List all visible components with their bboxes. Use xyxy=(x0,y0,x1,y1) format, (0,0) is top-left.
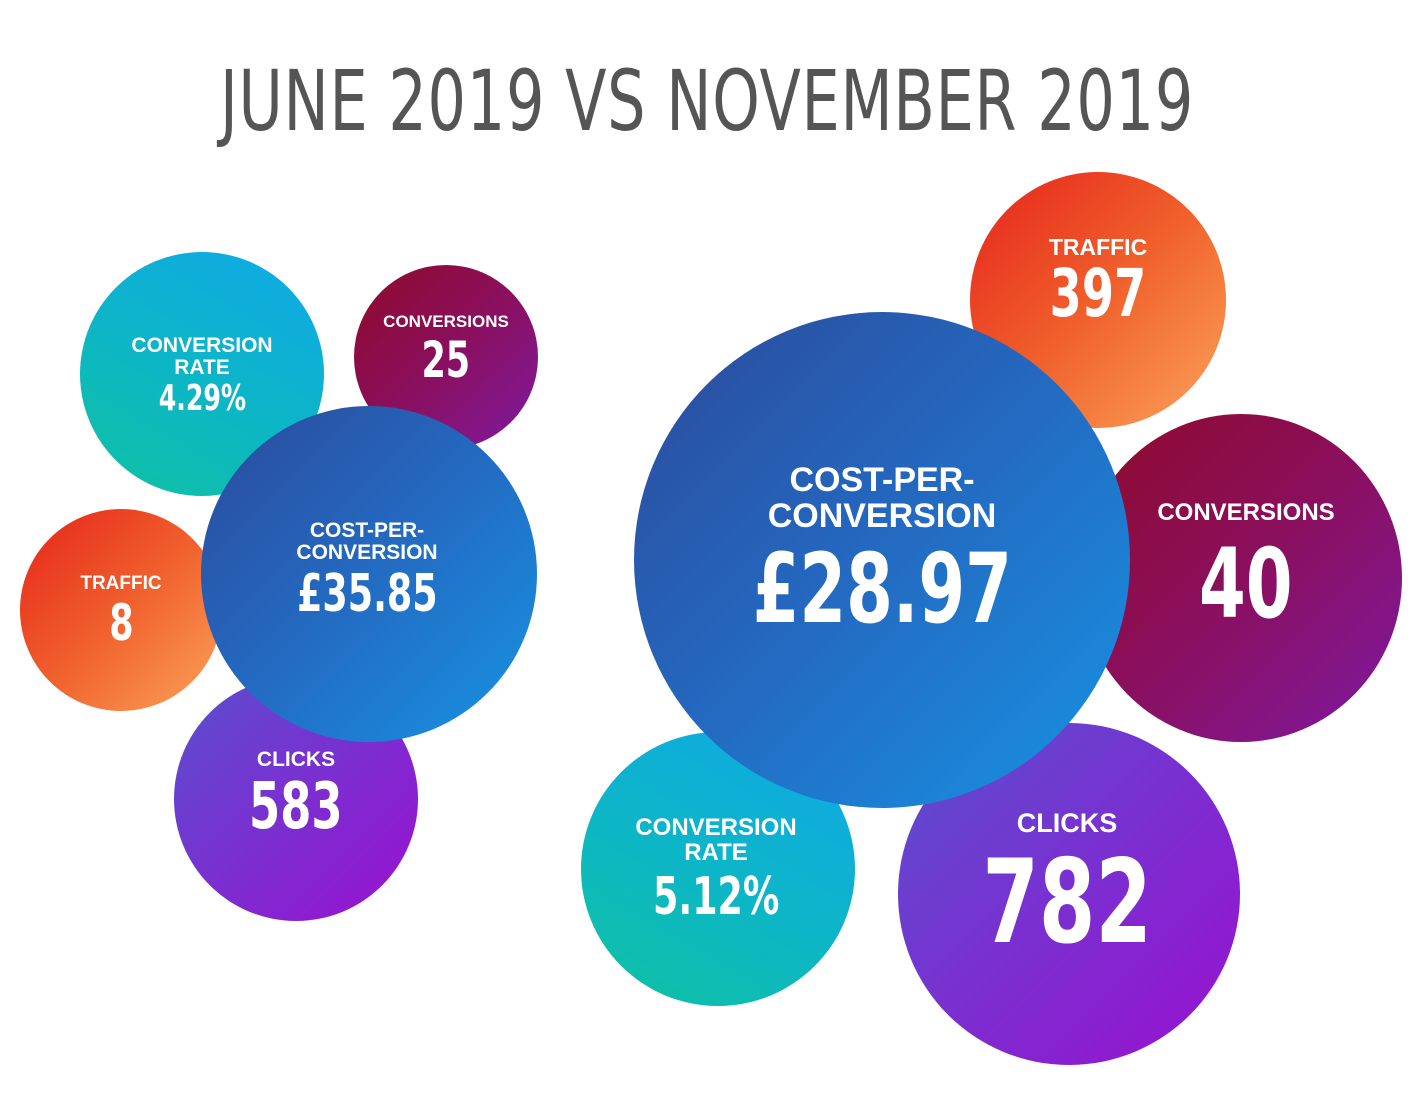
page-title: JUNE 2019 VS NOVEMBER 2019 xyxy=(219,52,1195,150)
june-conversions-value: 25 xyxy=(421,330,471,389)
june-cpc-label-line1: COST-PER- xyxy=(309,518,425,542)
june-traffic-bubble: TRAFFIC 8 xyxy=(20,509,222,711)
november-clicks-value: 782 xyxy=(982,835,1152,971)
november-conversions-label: CONVERSIONS xyxy=(1157,499,1335,527)
november-cpc-value: £28.97 xyxy=(752,532,1012,645)
june-traffic-value: 8 xyxy=(108,593,134,652)
june-cost-per-conversion-bubble: COST-PER- CONVERSION £35.85 xyxy=(201,406,537,742)
november-conversions-value: 40 xyxy=(1199,527,1293,640)
november-clicks-label: CLICKS xyxy=(1016,807,1118,838)
november-conversions-bubble: CONVERSIONS 40 xyxy=(1080,414,1402,742)
november-conversion-rate-label-line2: RATE xyxy=(684,839,748,866)
june-clicks-label: CLICKS xyxy=(256,747,336,771)
june-clicks-value: 583 xyxy=(249,770,343,845)
november-traffic-label: TRAFFIC xyxy=(1048,233,1148,260)
june-conversion-rate-bubble: CONVERSION RATE 4.29% xyxy=(80,252,324,496)
november-conversion-rate-label-line1: CONVERSION xyxy=(635,813,797,841)
november-cost-per-conversion-bubble: COST-PER- CONVERSION £28.97 xyxy=(634,312,1130,808)
november-conversion-rate-value: 5.12% xyxy=(652,867,780,928)
june-conversion-rate-label-line1: CONVERSION xyxy=(131,333,273,357)
june-conversions-label: CONVERSIONS xyxy=(383,312,509,332)
june-conversion-rate-label-line2: RATE xyxy=(174,356,230,379)
november-cpc-label-line2: CONVERSION xyxy=(767,497,997,535)
june-cpc-value: £35.85 xyxy=(296,564,438,625)
june-conversion-rate-value: 4.29% xyxy=(158,378,246,420)
november-cpc-label-line1: COST-PER- xyxy=(789,461,975,500)
june-traffic-label: TRAFFIC xyxy=(80,573,162,595)
november-traffic-value: 397 xyxy=(1049,255,1147,333)
june-cpc-label-line2: CONVERSION xyxy=(296,541,438,564)
